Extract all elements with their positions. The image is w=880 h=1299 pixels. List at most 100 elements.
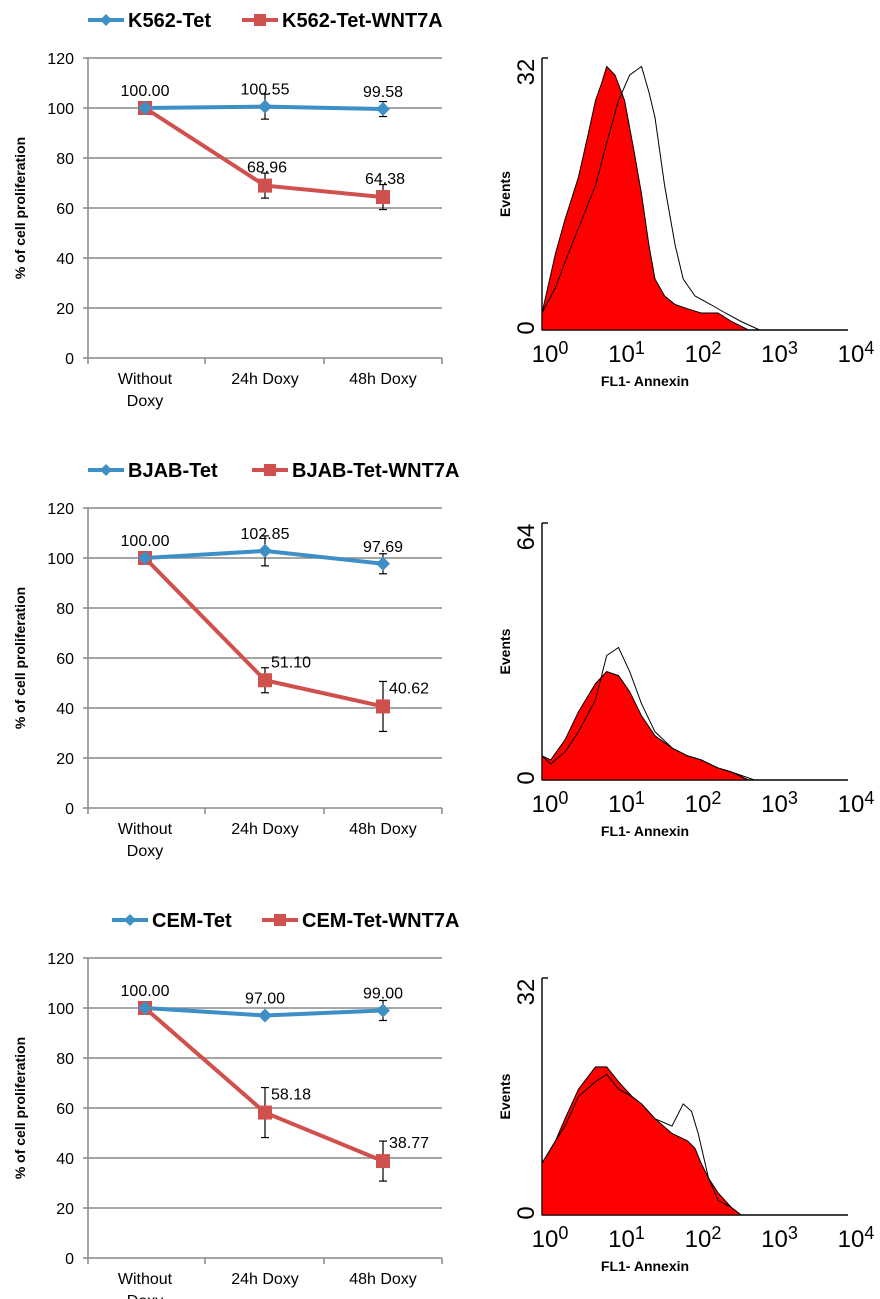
- data-point: [376, 102, 390, 117]
- y-tick-label: 32: [513, 59, 540, 86]
- x-tick-exponent: 4: [864, 788, 874, 808]
- proliferation-chart-k562: K562-Tet K562-Tet-WNT7A 0 20 40 60 80 100 120 Wit…: [12, 10, 443, 410]
- y-tick-label: 100: [47, 551, 74, 568]
- legend-marker: [264, 464, 276, 476]
- y-tick-label: 80: [56, 151, 74, 168]
- y-tick-label: 0: [65, 1251, 74, 1268]
- x-tick-label: 102: [685, 338, 722, 368]
- x-tick-exponent: 4: [864, 1223, 874, 1243]
- y-tick-label: 40: [56, 701, 74, 718]
- x-category-label: Without: [118, 821, 173, 838]
- y-tick-label: 0: [65, 351, 74, 368]
- data-point: [376, 190, 390, 205]
- y-tick-label: 120: [47, 951, 74, 968]
- y-tick-label: 40: [56, 1151, 74, 1168]
- x-tick-base: 10: [685, 791, 712, 818]
- data-point: [138, 101, 152, 115]
- legend-label: CEM-Tet: [152, 910, 232, 932]
- histogram-filled: [541, 671, 749, 781]
- y-axis-label: Events: [497, 1073, 513, 1119]
- legend-label: CEM-Tet-WNT7A: [302, 910, 459, 932]
- y-tick-label: 60: [56, 651, 74, 668]
- x-tick-label: 100: [532, 1223, 569, 1253]
- y-axis-label: % of cell proliferation: [12, 137, 28, 279]
- y-tick-label: 0: [65, 801, 74, 818]
- data-point: [258, 673, 272, 688]
- x-tick-label: 101: [608, 788, 645, 818]
- y-tick-label: 120: [47, 501, 74, 518]
- y-tick-label: 20: [56, 1201, 74, 1218]
- x-tick-label: 103: [761, 1223, 798, 1253]
- x-category-label: 48h Doxy: [349, 371, 417, 388]
- x-tick-exponent: 4: [864, 338, 874, 358]
- x-tick-label: 103: [761, 338, 798, 368]
- x-tick-exponent: 2: [711, 1223, 721, 1243]
- legend-label: K562-Tet: [128, 10, 211, 32]
- data-label: 102.85: [241, 526, 290, 543]
- legend-marker: [100, 464, 112, 476]
- x-tick-exponent: 2: [711, 788, 721, 808]
- data-point: [138, 551, 152, 565]
- y-tick-label: 60: [56, 1101, 74, 1118]
- x-tick-exponent: 3: [788, 338, 798, 358]
- data-label: 100.55: [241, 82, 290, 99]
- x-tick-label: 103: [761, 788, 798, 818]
- legend-label: BJAB-Tet: [128, 460, 218, 482]
- x-tick-label: 104: [838, 788, 875, 818]
- data-point: [258, 99, 272, 114]
- data-point: [258, 1008, 272, 1023]
- x-axis-label: FL1- Annexin: [601, 823, 689, 839]
- y-tick-label: 0: [513, 321, 540, 334]
- y-tick-label: 100: [47, 1001, 74, 1018]
- histogram-outline: [541, 65, 760, 331]
- x-category-label: Without: [118, 1271, 173, 1288]
- histogram-filled: [541, 65, 749, 331]
- x-tick-base: 10: [608, 1226, 635, 1253]
- legend-marker: [100, 14, 112, 26]
- proliferation-chart-bjab: BJAB-Tet BJAB-Tet-WNT7A 0 20 40 60 80 100 120 Wit…: [12, 460, 459, 860]
- data-label: 100.00: [121, 83, 170, 100]
- legend-label: BJAB-Tet-WNT7A: [292, 460, 459, 482]
- y-axis-label: Events: [497, 171, 513, 217]
- legend-label: K562-Tet-WNT7A: [282, 10, 443, 32]
- data-label: 100.00: [121, 983, 170, 1000]
- histogram-outline: [541, 646, 755, 781]
- data-label: 58.18: [271, 1087, 311, 1104]
- legend-marker: [254, 14, 266, 26]
- x-tick-label: 100: [532, 788, 569, 818]
- data-label: 99.58: [363, 84, 403, 101]
- x-tick-exponent: 3: [788, 788, 798, 808]
- x-tick-base: 10: [685, 1226, 712, 1253]
- x-tick-label: 102: [685, 1223, 722, 1253]
- y-tick-label: 20: [56, 301, 74, 318]
- x-tick-base: 10: [685, 341, 712, 368]
- data-point: [376, 556, 390, 571]
- x-category-label: 48h Doxy: [349, 1271, 417, 1288]
- data-point: [376, 699, 390, 714]
- y-tick-label: 80: [56, 601, 74, 618]
- y-tick-label: 80: [56, 1051, 74, 1068]
- data-label: 38.77: [389, 1135, 429, 1152]
- data-point: [258, 543, 272, 558]
- x-tick-base: 10: [532, 1226, 559, 1253]
- legend-marker: [274, 914, 286, 926]
- y-tick-label: 64: [513, 524, 540, 551]
- data-point: [376, 1003, 390, 1018]
- x-tick-exponent: 1: [635, 338, 645, 358]
- y-tick-label: 60: [56, 201, 74, 218]
- x-axis-label: FL1- Annexin: [601, 1258, 689, 1274]
- data-label: 97.00: [245, 991, 285, 1008]
- x-tick-base: 10: [532, 791, 559, 818]
- data-label: 40.62: [389, 680, 429, 697]
- data-label: 68.96: [247, 160, 287, 177]
- data-label: 99.00: [363, 986, 403, 1003]
- x-tick-label: 101: [608, 338, 645, 368]
- x-tick-exponent: 1: [635, 788, 645, 808]
- y-tick-label: 120: [47, 51, 74, 68]
- data-label: 51.10: [271, 654, 311, 671]
- x-tick-exponent: 1: [635, 1223, 645, 1243]
- y-tick-label: 0: [513, 771, 540, 784]
- x-tick-exponent: 0: [558, 788, 568, 808]
